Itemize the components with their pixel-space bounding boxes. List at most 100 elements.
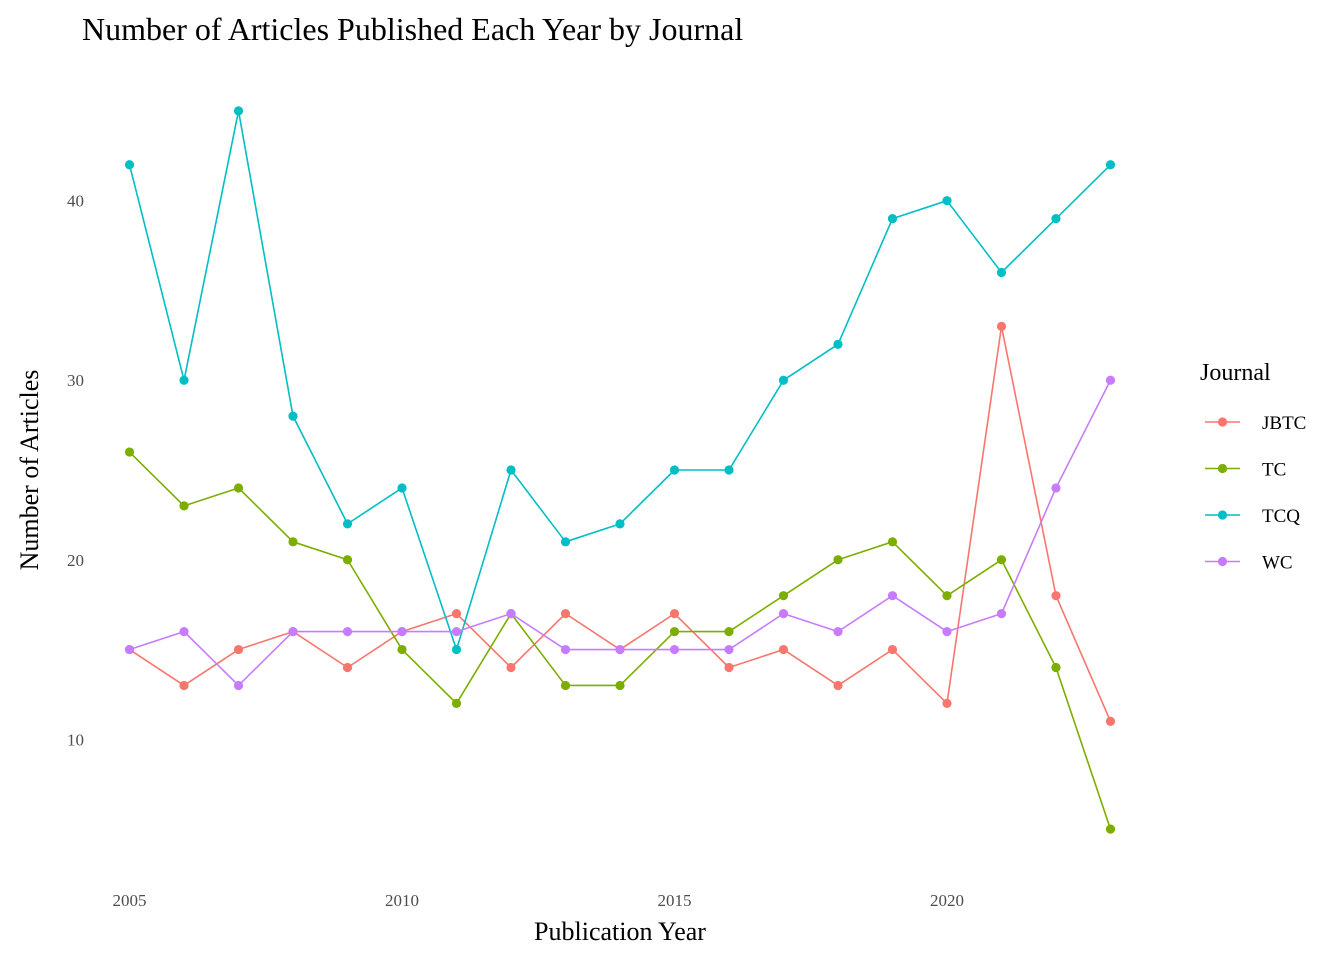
legend-item-tc: TC — [1205, 460, 1286, 481]
data-point-wc — [560, 644, 571, 655]
data-point-wc — [124, 644, 135, 655]
data-point-tc — [887, 537, 898, 547]
x-tick-label: 2005 — [113, 891, 147, 910]
data-point-tc — [288, 537, 298, 547]
data-point-jbtc — [887, 644, 898, 655]
data-point-jbtc — [233, 644, 244, 655]
x-tick-label: 2010 — [385, 891, 419, 910]
data-point-jbtc — [942, 698, 952, 709]
data-point-tc — [833, 555, 843, 565]
data-point-wc — [397, 626, 407, 637]
data-point-wc — [833, 626, 843, 637]
data-point-tcq — [233, 106, 244, 116]
legend-title: Journal — [1200, 360, 1271, 386]
data-point-jbtc — [506, 662, 516, 673]
data-point-tc — [1105, 824, 1116, 834]
data-point-tcq — [179, 375, 189, 385]
data-point-wc — [288, 626, 298, 637]
data-point-wc — [724, 644, 734, 655]
y-axis-title: Number of Articles — [15, 370, 44, 571]
legend-item-tcq: TCQ — [1205, 506, 1300, 527]
data-point-tcq — [342, 519, 353, 529]
legend-key-point — [1217, 510, 1228, 520]
data-point-wc — [342, 626, 353, 637]
data-point-tc — [560, 680, 571, 691]
legend-label-wc: WC — [1262, 553, 1293, 574]
legend: Journal JBTC TC TCQ WC — [1200, 360, 1306, 574]
series-lines — [128, 110, 1112, 830]
data-point-tc — [233, 483, 244, 493]
legend-key-point — [1217, 556, 1228, 567]
data-point-jbtc — [724, 662, 734, 673]
data-point-tc — [179, 501, 189, 511]
data-point-wc — [1105, 375, 1116, 385]
legend-label-jbtc: JBTC — [1262, 413, 1306, 434]
data-point-tcq — [506, 465, 516, 475]
data-point-tcq — [1051, 214, 1061, 224]
data-point-jbtc — [1051, 591, 1061, 601]
data-point-wc — [506, 609, 516, 619]
x-axis-title: Publication Year — [534, 917, 706, 946]
data-point-wc — [451, 626, 462, 637]
data-point-tcq — [833, 339, 843, 349]
data-point-tc — [397, 644, 407, 655]
legend-label-tc: TC — [1262, 460, 1286, 481]
data-point-wc — [669, 644, 680, 655]
data-point-tcq — [669, 465, 680, 475]
data-point-tcq — [288, 411, 298, 421]
data-point-wc — [778, 609, 789, 619]
data-point-tcq — [615, 519, 625, 529]
data-point-wc — [233, 680, 244, 691]
data-point-jbtc — [342, 662, 353, 673]
data-point-tcq — [942, 196, 952, 206]
data-point-wc — [1051, 483, 1061, 493]
y-axis-ticks: 10 20 30 40 — [67, 192, 84, 750]
data-point-tc — [342, 555, 353, 565]
data-point-tcq — [887, 214, 898, 224]
data-point-wc — [615, 644, 625, 655]
data-point-tcq — [560, 537, 571, 547]
data-point-jbtc — [1105, 716, 1116, 726]
data-point-tc — [1051, 662, 1061, 673]
data-point-tcq — [778, 375, 789, 385]
chart-title: Number of Articles Published Each Year b… — [82, 11, 743, 47]
data-point-tc — [942, 591, 952, 601]
data-point-tc — [669, 626, 680, 637]
legend-item-wc: WC — [1205, 553, 1293, 574]
data-point-tc — [615, 680, 625, 691]
y-tick-label: 20 — [67, 551, 84, 570]
legend-key-point — [1217, 417, 1228, 427]
data-point-wc — [942, 626, 952, 637]
x-tick-label: 2015 — [657, 891, 691, 910]
data-point-tc — [778, 591, 789, 601]
series-line-wc — [129, 379, 1112, 687]
data-point-tc — [996, 555, 1007, 565]
data-point-wc — [996, 609, 1007, 619]
data-point-tcq — [451, 644, 462, 655]
plot-area — [124, 106, 1116, 834]
data-point-jbtc — [778, 644, 789, 655]
series-line-tcq — [128, 110, 1112, 651]
data-point-tcq — [1105, 160, 1116, 170]
y-tick-label: 40 — [67, 192, 84, 211]
x-axis-ticks: 2005 2010 2015 2020 — [113, 891, 964, 910]
data-point-tc — [451, 698, 462, 709]
data-point-tc — [124, 447, 135, 457]
data-point-jbtc — [996, 321, 1007, 331]
data-point-wc — [887, 591, 898, 601]
data-point-tcq — [124, 160, 135, 170]
data-point-jbtc — [833, 680, 843, 691]
data-point-tcq — [397, 483, 407, 493]
data-point-jbtc — [179, 680, 189, 691]
data-point-jbtc — [451, 609, 462, 619]
data-point-wc — [179, 626, 189, 637]
data-point-tc — [724, 626, 734, 637]
legend-items: JBTC TC TCQ WC — [1205, 413, 1306, 574]
data-point-jbtc — [669, 609, 680, 619]
x-tick-label: 2020 — [930, 891, 964, 910]
series-line-tc — [128, 451, 1112, 830]
legend-label-tcq: TCQ — [1262, 506, 1300, 527]
legend-item-jbtc: JBTC — [1205, 413, 1306, 434]
data-point-tcq — [996, 267, 1007, 278]
